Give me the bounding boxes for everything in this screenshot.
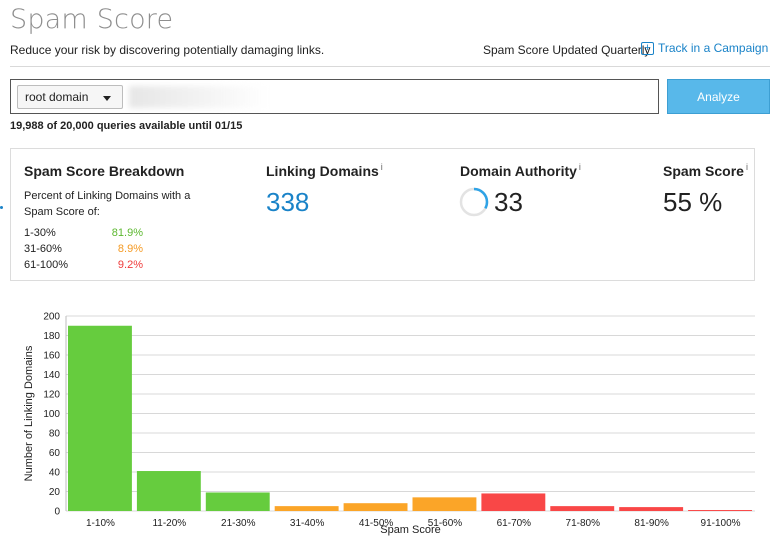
scope-select-value: root domain: [25, 90, 89, 104]
side-dot: [0, 206, 3, 209]
y-axis-label: Number of Linking Domains: [23, 345, 35, 481]
track-in-campaign-link[interactable]: + Track in a Campaign: [641, 41, 768, 55]
bar: [688, 510, 752, 511]
domain-authority-label: Domain Authority: [460, 163, 577, 179]
x-tick-label: 61-70%: [497, 518, 532, 529]
spam-score-label: Spam Score: [663, 163, 744, 179]
linking-domains-title: Linking Domains i: [266, 162, 383, 179]
y-tick-label: 100: [43, 409, 60, 420]
y-tick-label: 140: [43, 370, 60, 381]
info-icon[interactable]: i: [380, 162, 383, 172]
y-tick-label: 40: [49, 468, 61, 479]
spam-score-chart: 0 20 40 60 80 100 120 140 160 180 200 1-10% 11-20% 21…: [23, 312, 755, 536]
y-tick-label: 60: [49, 448, 61, 459]
bar: [619, 507, 684, 511]
x-tick-label: 81-90%: [634, 518, 669, 529]
x-tick-label: 1-10%: [86, 518, 115, 529]
info-icon[interactable]: i: [578, 162, 581, 172]
x-tick-label: 11-20%: [152, 518, 186, 529]
bar: [550, 506, 615, 511]
y-tick-label: 160: [43, 351, 60, 362]
bar: [343, 503, 408, 511]
breakdown-percent: 8.9%: [117, 243, 143, 255]
bar: [481, 493, 546, 511]
linking-domains-label: Linking Domains: [266, 163, 379, 179]
x-tick-label: 91-100%: [701, 518, 741, 529]
redacted-query: [129, 86, 269, 108]
y-tick-label: 180: [43, 331, 60, 342]
breakdown-range: 1-30%: [24, 227, 56, 239]
x-axis-label: Spam Score: [380, 524, 441, 536]
spam-score-value: 55 %: [663, 187, 723, 217]
x-tick-label: 51-60%: [428, 518, 463, 529]
y-tick-label: 80: [49, 429, 61, 440]
caret-down-icon: [103, 96, 111, 101]
track-link-label: Track in a Campaign: [658, 41, 769, 55]
metrics-panel: Spam Score Breakdown Percent of Linking …: [10, 148, 755, 281]
breakdown-percent: 9.2%: [117, 259, 143, 271]
page-subtitle: Reduce your risk by discovering potentia…: [10, 43, 325, 57]
spam-score-title: Spam Score i: [663, 162, 748, 179]
breakdown-percent: 81.9%: [111, 227, 143, 239]
x-tick-label: 41-50%: [359, 518, 394, 529]
bar: [274, 506, 339, 511]
header-divider: [10, 66, 770, 67]
y-tick-label: 20: [49, 487, 61, 498]
queries-available: 19,988 of 20,000 queries available until…: [10, 120, 243, 132]
search-input[interactable]: root domain: [10, 79, 659, 114]
page-title: Spam Score: [10, 4, 174, 35]
analyze-button[interactable]: Analyze: [667, 79, 770, 114]
bar: [412, 497, 477, 511]
y-tick-label: 120: [43, 390, 60, 401]
y-tick-label: 0: [54, 507, 60, 518]
linking-domains-value: 338: [266, 187, 310, 217]
updated-text: Spam Score Updated Quarterly: [483, 43, 651, 57]
scope-select[interactable]: root domain: [17, 85, 123, 109]
breakdown-range: 61-100%: [24, 259, 69, 271]
x-tick-label: 31-40%: [290, 518, 325, 529]
x-tick-label: 21-30%: [221, 518, 256, 529]
breakdown-description: Percent of Linking Domains with a Spam S…: [24, 190, 191, 218]
plus-square-icon: +: [641, 41, 654, 55]
authority-ring-icon: [459, 187, 489, 217]
bar: [68, 325, 132, 511]
breakdown-range: 31-60%: [24, 243, 62, 255]
breakdown-title: Spam Score Breakdown: [24, 163, 185, 179]
x-tick-label: 71-80%: [566, 518, 601, 529]
bar: [136, 471, 201, 511]
info-icon[interactable]: i: [745, 162, 748, 172]
bar: [205, 492, 270, 511]
domain-authority-value: 33: [494, 187, 523, 217]
domain-authority-title: Domain Authority i: [460, 162, 581, 179]
y-tick-label: 200: [43, 312, 60, 323]
